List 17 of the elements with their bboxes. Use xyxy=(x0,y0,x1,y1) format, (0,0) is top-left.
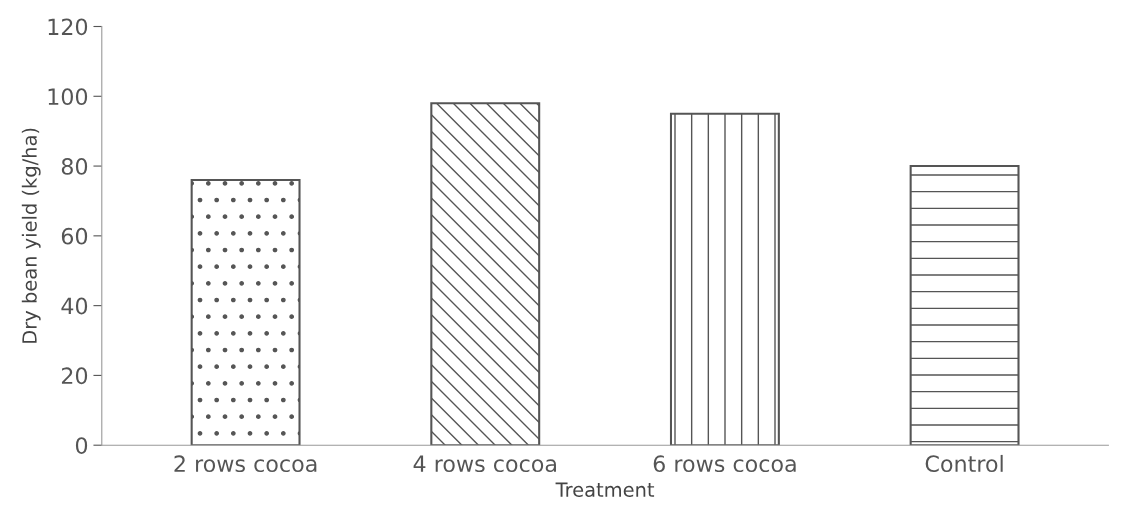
bar xyxy=(430,102,541,446)
x-tick-label: 6 rows cocoa xyxy=(653,455,796,473)
y-tick-label: 80 xyxy=(61,158,88,175)
y-tick-label: 120 xyxy=(48,18,88,36)
y-tick-label: 20 xyxy=(61,367,88,385)
y-axis-title: Dry bean yield (kg/ha) xyxy=(21,128,41,343)
x-tick-label: 2 rows cocoa xyxy=(174,455,317,473)
x-axis-title: Treatment xyxy=(555,482,655,498)
x-tick-label: 4 rows cocoa xyxy=(413,455,556,473)
y-tick-label: 0 xyxy=(75,437,88,454)
y-tick-label: 100 xyxy=(48,88,88,106)
x-tick-label: Control xyxy=(925,454,1003,473)
bar xyxy=(909,165,1020,446)
y-tick-label: 60 xyxy=(61,227,88,245)
bar xyxy=(669,112,780,446)
y-tick-label: 40 xyxy=(61,297,88,315)
bar xyxy=(190,178,301,446)
